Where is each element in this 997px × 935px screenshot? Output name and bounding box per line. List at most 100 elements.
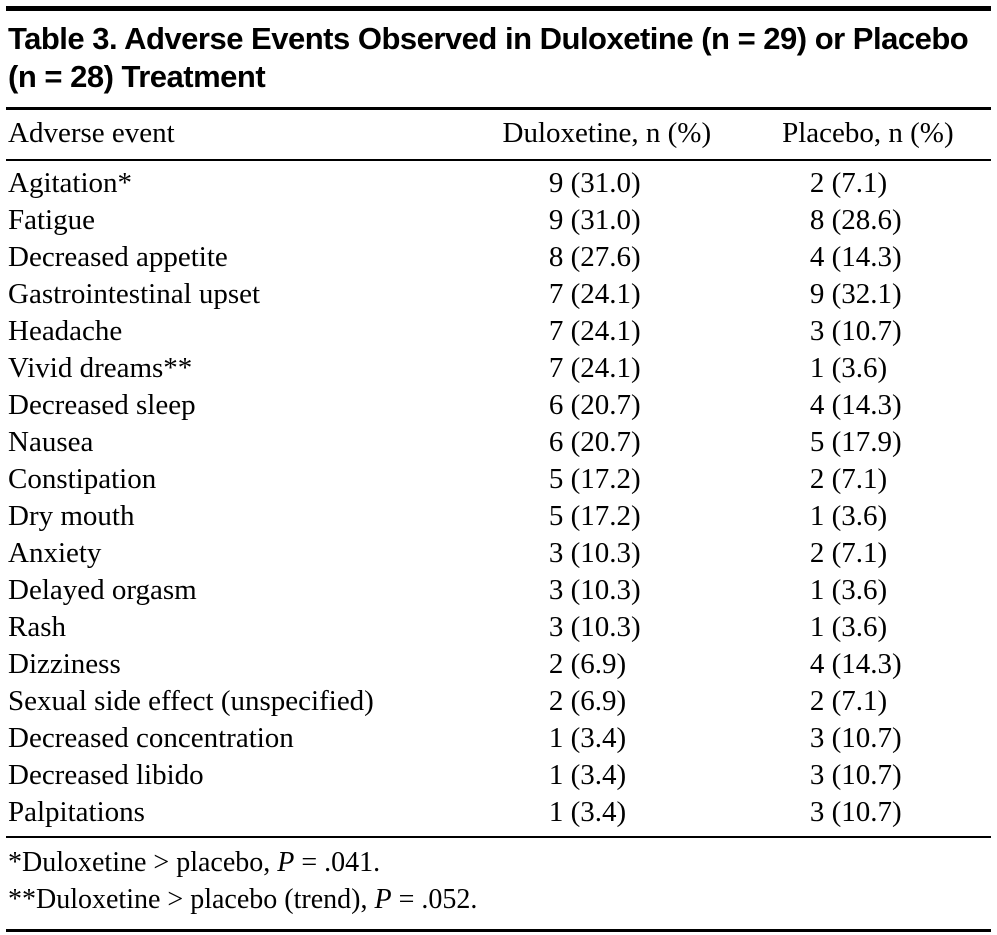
cell-value: 5 (17.2) — [548, 499, 641, 532]
footnote-2: **Duloxetine > placebo (trend), P = .052… — [8, 882, 991, 919]
adverse-event-cell: Vivid dreams** — [8, 351, 193, 384]
adverse-event-cell: Anxiety — [8, 536, 102, 569]
cell-value: 7 (24.1) — [548, 351, 641, 384]
footnotes: *Duloxetine > placebo, P = .041. **Dulox… — [6, 835, 991, 927]
duloxetine-value-cell: 3 (10.3) — [469, 535, 745, 572]
cell-value: 1 (3.6) — [809, 610, 888, 643]
adverse-event-cell: Dizziness — [8, 647, 121, 680]
adverse-event-cell: Constipation — [8, 462, 157, 495]
table-row: Anxiety 3 (10.3) 2 (7.1) — [6, 535, 991, 572]
placebo-value-cell: 1 (3.6) — [745, 350, 991, 387]
cell-value: 2 (6.9) — [548, 647, 627, 680]
adverse-event-cell: Decreased libido — [8, 758, 204, 791]
placebo-value-cell: 5 (17.9) — [745, 424, 991, 461]
duloxetine-value-cell: 9 (31.0) — [469, 160, 745, 202]
cell-value: 7 (24.1) — [548, 314, 641, 347]
duloxetine-value-cell: 1 (3.4) — [469, 757, 745, 794]
placebo-value-cell: 1 (3.6) — [745, 609, 991, 646]
placebo-value-cell: 4 (14.3) — [745, 239, 991, 276]
table-body: Agitation* 9 (31.0) 2 (7.1) Fatigue 9 (31.0)… — [6, 160, 991, 836]
cell-value: 9 (31.0) — [548, 203, 641, 236]
table-row: Decreased concentration 1 (3.4) 3 (10.7) — [6, 720, 991, 757]
duloxetine-value-cell: 5 (17.2) — [469, 498, 745, 535]
cell-value: 1 (3.4) — [548, 758, 627, 791]
adverse-event-cell: Decreased appetite — [8, 240, 228, 273]
placebo-value-cell: 2 (7.1) — [745, 461, 991, 498]
placebo-value-cell: 3 (10.7) — [745, 757, 991, 794]
placebo-value-cell: 3 (10.7) — [745, 794, 991, 836]
adverse-event-cell: Dry mouth — [8, 499, 135, 532]
duloxetine-value-cell: 6 (20.7) — [469, 387, 745, 424]
table-row: Dizziness 2 (6.9) 4 (14.3) — [6, 646, 991, 683]
cell-value: 4 (14.3) — [809, 388, 902, 421]
duloxetine-value-cell: 3 (10.3) — [469, 572, 745, 609]
adverse-event-cell: Nausea — [8, 425, 94, 458]
table-row: Delayed orgasm 3 (10.3) 1 (3.6) — [6, 572, 991, 609]
placebo-value-cell: 1 (3.6) — [745, 572, 991, 609]
placebo-value-cell: 4 (14.3) — [745, 387, 991, 424]
cell-value: 2 (7.1) — [809, 462, 888, 495]
cell-value: 3 (10.7) — [809, 795, 902, 828]
table-row: Dry mouth 5 (17.2) 1 (3.6) — [6, 498, 991, 535]
cell-value: 4 (14.3) — [809, 240, 902, 273]
duloxetine-value-cell: 8 (27.6) — [469, 239, 745, 276]
table-title: Table 3. Adverse Events Observed in Dulo… — [8, 21, 969, 94]
duloxetine-value-cell: 2 (6.9) — [469, 683, 745, 720]
adverse-event-cell: Headache — [8, 314, 123, 347]
duloxetine-value-cell: 7 (24.1) — [469, 276, 745, 313]
table-row: Decreased sleep 6 (20.7) 4 (14.3) — [6, 387, 991, 424]
cell-value: 1 (3.4) — [548, 795, 627, 828]
column-header-duloxetine: Duloxetine, n (%) — [468, 109, 745, 161]
adverse-event-cell: Fatigue — [8, 203, 95, 236]
adverse-event-cell: Rash — [8, 610, 66, 643]
footnote-1-p-symbol: P — [277, 846, 295, 878]
duloxetine-value-cell: 2 (6.9) — [469, 646, 745, 683]
duloxetine-value-cell: 5 (17.2) — [469, 461, 745, 498]
placebo-value-cell: 2 (7.1) — [745, 160, 991, 202]
top-rule — [6, 6, 991, 11]
table-row: Palpitations 1 (3.4) 3 (10.7) — [6, 794, 991, 836]
adverse-event-cell: Palpitations — [8, 795, 145, 828]
cell-value: 2 (7.1) — [809, 166, 888, 199]
duloxetine-value-cell: 7 (24.1) — [469, 313, 745, 350]
table-row: Rash 3 (10.3) 1 (3.6) — [6, 609, 991, 646]
cell-value: 9 (31.0) — [548, 166, 641, 199]
footnote-1-pvalue: = .041. — [294, 846, 381, 878]
cell-value: 2 (6.9) — [548, 684, 627, 717]
table-row: Fatigue 9 (31.0) 8 (28.6) — [6, 202, 991, 239]
cell-value: 7 (24.1) — [548, 277, 641, 310]
cell-value: 8 (28.6) — [809, 203, 902, 236]
table-row: Vivid dreams** 7 (24.1) 1 (3.6) — [6, 350, 991, 387]
cell-value: 1 (3.6) — [809, 499, 888, 532]
cell-value: 6 (20.7) — [548, 425, 641, 458]
placebo-value-cell: 2 (7.1) — [745, 683, 991, 720]
table-row: Gastrointestinal upset 7 (24.1) 9 (32.1) — [6, 276, 991, 313]
cell-value: 3 (10.3) — [548, 536, 641, 569]
footnote-2-p-symbol: P — [374, 883, 392, 915]
table-row: Sexual side effect (unspecified) 2 (6.9) 2… — [6, 683, 991, 720]
cell-value: 3 (10.7) — [809, 758, 902, 791]
adverse-event-cell: Agitation* — [8, 166, 133, 199]
footnote-1-text: *Duloxetine > placebo, — [8, 846, 278, 878]
adverse-event-cell: Decreased sleep — [8, 388, 196, 421]
duloxetine-value-cell: 6 (20.7) — [469, 424, 745, 461]
cell-value: 3 (10.7) — [809, 721, 902, 754]
cell-value: 6 (20.7) — [548, 388, 641, 421]
table-row: Headache 7 (24.1) 3 (10.7) — [6, 313, 991, 350]
placebo-value-cell: 3 (10.7) — [745, 720, 991, 757]
footnote-2-pvalue: = .052. — [391, 883, 478, 915]
cell-value: 2 (7.1) — [809, 536, 888, 569]
placebo-value-cell: 1 (3.6) — [745, 498, 991, 535]
cell-value: 2 (7.1) — [809, 684, 888, 717]
table-row: Agitation* 9 (31.0) 2 (7.1) — [6, 160, 991, 202]
column-header-adverse-event: Adverse event — [6, 109, 469, 161]
cell-value: 1 (3.4) — [548, 721, 627, 754]
column-header-placebo: Placebo, n (%) — [744, 109, 991, 161]
adverse-event-cell: Sexual side effect (unspecified) — [8, 684, 374, 717]
duloxetine-value-cell: 1 (3.4) — [469, 794, 745, 836]
placebo-value-cell: 9 (32.1) — [745, 276, 991, 313]
cell-value: 1 (3.6) — [809, 573, 888, 606]
cell-value: 9 (32.1) — [809, 277, 902, 310]
table-row: Constipation 5 (17.2) 2 (7.1) — [6, 461, 991, 498]
